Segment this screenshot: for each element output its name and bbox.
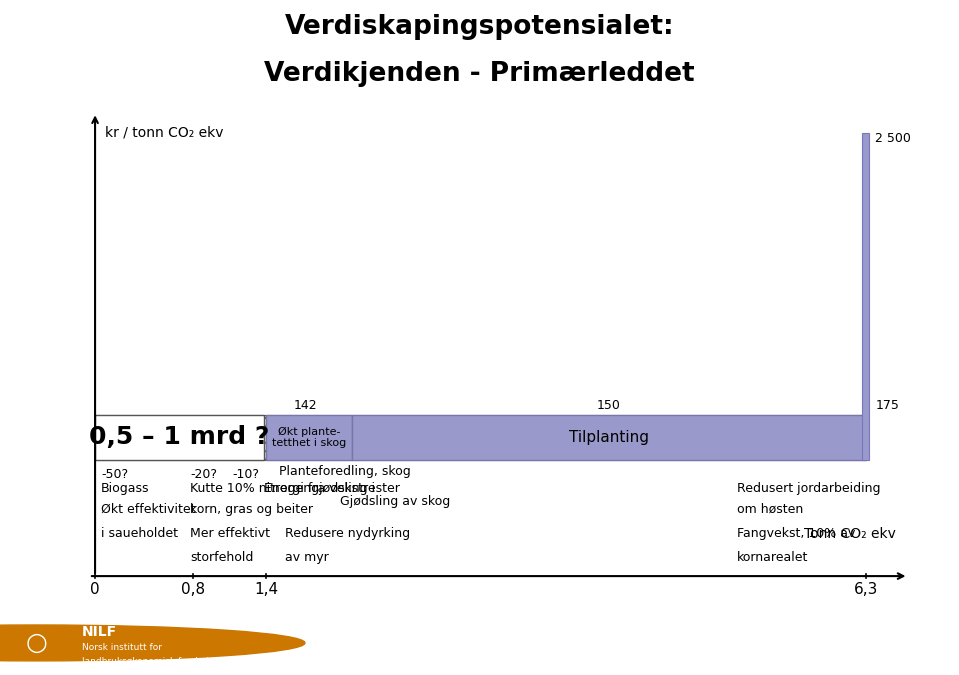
Text: Fangvekst, 10% av: Fangvekst, 10% av (737, 526, 855, 540)
Text: 2 500: 2 500 (876, 132, 911, 144)
Text: Økt plante-
tetthet i skog: Økt plante- tetthet i skog (272, 427, 346, 448)
Text: Verdikjenden - Primærleddet: Verdikjenden - Primærleddet (264, 61, 695, 87)
Text: om høsten: om høsten (737, 503, 804, 516)
Text: Redusert jordarbeiding: Redusert jordarbeiding (737, 482, 880, 495)
Text: 0: 0 (90, 583, 100, 597)
Text: Norsk institutt for: Norsk institutt for (82, 643, 161, 652)
Text: ○: ○ (26, 631, 47, 655)
Text: Kutte 10% nitrogengjødsling i: Kutte 10% nitrogengjødsling i (191, 482, 376, 495)
Text: 1,4: 1,4 (254, 583, 278, 597)
Text: Energi fra vekstrester: Energi fra vekstrester (264, 482, 400, 495)
Text: korn, gras og beiter: korn, gras og beiter (191, 503, 314, 516)
Text: Verdiskapingspotensialet:: Verdiskapingspotensialet: (285, 14, 674, 40)
Text: Tonn CO₂ ekv: Tonn CO₂ ekv (805, 526, 896, 541)
Text: 0,5 – 1 mrd ?: 0,5 – 1 mrd ? (89, 425, 269, 450)
Text: Planteforedling, skog: Planteforedling, skog (278, 464, 410, 477)
Text: Tilplanting: Tilplanting (569, 430, 648, 445)
Text: kr / tonn CO₂ ekv: kr / tonn CO₂ ekv (105, 125, 223, 139)
Circle shape (0, 625, 305, 661)
Text: -50?: -50? (102, 468, 129, 481)
Text: -10?: -10? (232, 468, 259, 481)
Bar (267, 415, 352, 460)
Text: 6,3: 6,3 (854, 583, 877, 597)
Bar (352, 415, 866, 460)
Text: 175: 175 (876, 399, 900, 412)
Text: Gjødsling av skog: Gjødsling av skog (339, 495, 450, 508)
Bar (862, 133, 869, 460)
Text: av myr: av myr (285, 551, 328, 564)
Text: 142: 142 (293, 399, 317, 412)
Text: 150: 150 (596, 399, 620, 412)
Text: Redusere nydyrking: Redusere nydyrking (285, 526, 409, 540)
Text: landbruksøkonomisk forskning: landbruksøkonomisk forskning (82, 657, 220, 666)
Text: storfehold: storfehold (191, 551, 254, 564)
Text: NILF: NILF (82, 625, 117, 639)
Text: 0,8: 0,8 (181, 583, 205, 597)
Text: i saueholdet: i saueholdet (102, 526, 178, 540)
Text: kornarealet: kornarealet (737, 551, 808, 564)
Text: Biogass: Biogass (102, 482, 150, 495)
Text: -20?: -20? (191, 468, 218, 481)
Bar (95, 415, 866, 460)
Bar (95, 415, 264, 460)
Text: Økt effektivitet: Økt effektivitet (102, 503, 196, 516)
Text: Mer effektivt: Mer effektivt (191, 526, 270, 540)
